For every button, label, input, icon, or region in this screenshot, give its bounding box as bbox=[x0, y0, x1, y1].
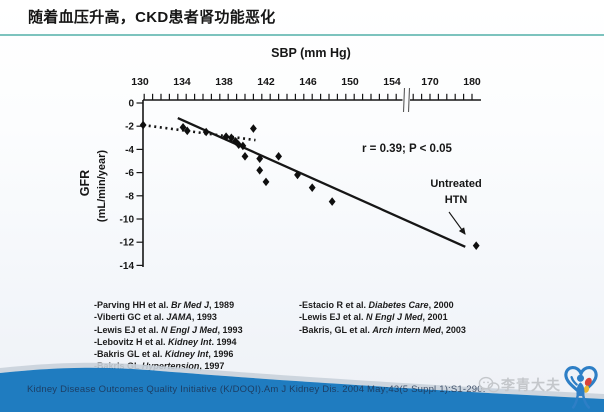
reference-item: -Parving HH et al. Br Med J, 1989 bbox=[94, 300, 235, 310]
data-point-diamond bbox=[294, 170, 301, 180]
data-point-diamond bbox=[241, 152, 249, 161]
data-point-diamond bbox=[256, 165, 264, 175]
svg-text:-2: -2 bbox=[125, 122, 134, 133]
wave-blue-shape bbox=[0, 367, 604, 412]
data-point-diamond bbox=[250, 124, 257, 133]
svg-text:170: 170 bbox=[421, 76, 439, 88]
svg-text:-10: -10 bbox=[120, 215, 135, 226]
data-point-diamond bbox=[275, 152, 282, 161]
svg-text:130: 130 bbox=[131, 76, 149, 88]
wave-light-band bbox=[0, 362, 604, 399]
dotted-trend-line bbox=[142, 123, 256, 142]
scatter-points bbox=[139, 120, 480, 250]
reference-item: -Estacio R et al. Diabetes Care, 2000 bbox=[299, 300, 454, 310]
reference-item: -Lebovitz H et al. Kidney Int. 1994 bbox=[94, 336, 237, 347]
watermark: 李青大夫 bbox=[478, 361, 600, 409]
svg-text:GFR: GFR bbox=[78, 170, 92, 196]
trend-line bbox=[177, 117, 466, 248]
title-divider bbox=[0, 34, 604, 36]
data-point-diamond bbox=[183, 126, 191, 136]
svg-text:Untreated: Untreated bbox=[430, 178, 481, 190]
svg-text:-4: -4 bbox=[125, 145, 134, 156]
data-point-diamond bbox=[202, 127, 210, 137]
untreated-arrow bbox=[448, 211, 466, 235]
clinic-logo bbox=[564, 366, 598, 409]
reference-item: -Bakris, GL et al. Arch intern Med, 2003 bbox=[299, 324, 466, 335]
data-point-diamond bbox=[472, 241, 480, 250]
data-point-diamond bbox=[227, 133, 235, 143]
svg-text:154: 154 bbox=[383, 76, 401, 88]
reference-item: -Bakris GL et al. Kidney Int, 1996 bbox=[94, 349, 234, 360]
data-point-diamond bbox=[235, 140, 243, 150]
bottom-wave bbox=[0, 362, 604, 412]
untreated-htn-label: Untreated HTN bbox=[430, 178, 481, 206]
correlation-label: r = 0.39; P < 0.05 bbox=[362, 143, 453, 155]
svg-text:0: 0 bbox=[128, 99, 134, 110]
watermark-text: 李青大夫 bbox=[501, 377, 561, 393]
y-axis: 0 -2 -4 -6 -8 -10 -12 -14 GFR (mL/min/year) bbox=[78, 99, 144, 272]
svg-text:138: 138 bbox=[215, 76, 233, 88]
svg-text:-14: -14 bbox=[120, 261, 135, 272]
svg-text:142: 142 bbox=[257, 76, 275, 88]
references-left: -Parving HH et al. Br Med J, 1989 -Vibert… bbox=[94, 299, 243, 373]
wechat-icon bbox=[478, 376, 500, 393]
axis-break bbox=[402, 87, 411, 113]
data-point-diamond bbox=[256, 154, 264, 163]
svg-text:-6: -6 bbox=[125, 168, 134, 179]
chart-svg: 130 134 138 142 146 150 154 170 180 SBP (mm Hg) 0 -… bbox=[78, 46, 482, 272]
data-point-diamond bbox=[262, 177, 270, 187]
reference-item: -Lewis EJ et al. N Engl J Med, 2001 bbox=[299, 312, 448, 323]
reference-item: -Lewis EJ et al. N Engl J Med, 1993 bbox=[94, 324, 243, 335]
data-point-diamond bbox=[328, 197, 336, 206]
svg-text:-8: -8 bbox=[125, 191, 134, 202]
footer-citation: Kidney Disease Outcomes Quality Initiati… bbox=[27, 384, 486, 395]
data-point-diamond bbox=[179, 123, 187, 132]
svg-text:r = 0.39; P < 0.05: r = 0.39; P < 0.05 bbox=[362, 143, 453, 155]
svg-text:134: 134 bbox=[173, 76, 191, 88]
svg-text:HTN: HTN bbox=[445, 194, 468, 206]
references-right: -Estacio R et al. Diabetes Care, 2000 -Le… bbox=[299, 299, 466, 336]
svg-text:-12: -12 bbox=[120, 238, 135, 249]
svg-text:146: 146 bbox=[299, 76, 317, 88]
data-point-diamond bbox=[222, 132, 230, 141]
slide-title: 随着血压升高，CKD患者肾功能恶化 bbox=[28, 9, 276, 26]
svg-text:150: 150 bbox=[341, 76, 359, 88]
svg-text:(mL/min/year): (mL/min/year) bbox=[96, 150, 108, 222]
svg-text:SBP (mm Hg): SBP (mm Hg) bbox=[271, 46, 351, 60]
data-point-diamond bbox=[239, 141, 247, 151]
data-point-diamond bbox=[308, 183, 316, 192]
reference-item: -Viberti GC et al. JAMA, 1993 bbox=[94, 312, 217, 323]
data-point-diamond bbox=[139, 120, 147, 130]
svg-text:180: 180 bbox=[463, 76, 481, 88]
x-axis: 130 134 138 142 146 150 154 170 180 SBP (mm Hg) bbox=[131, 46, 481, 101]
